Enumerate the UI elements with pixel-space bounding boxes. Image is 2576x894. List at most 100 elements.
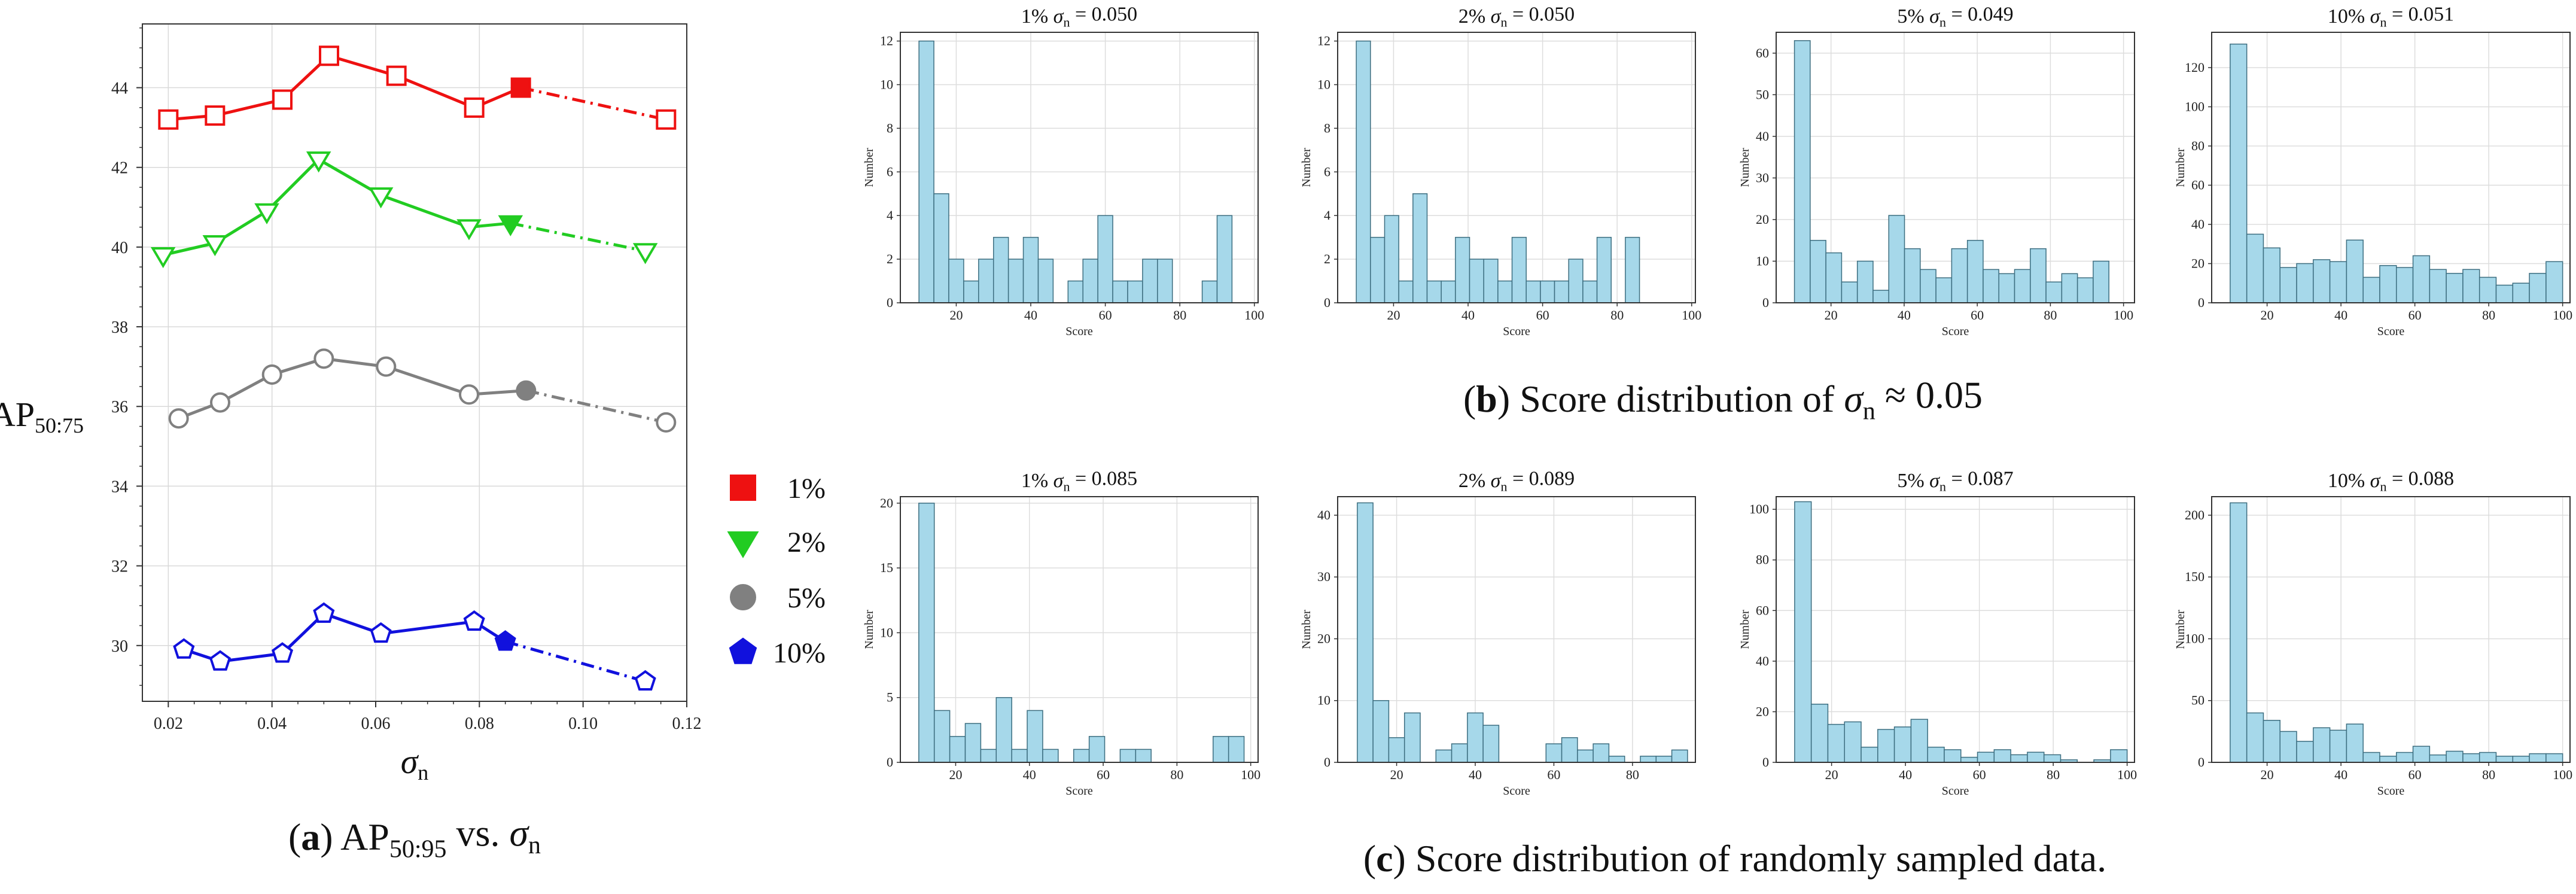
histogram-bar xyxy=(1593,743,1610,763)
histogram-bar xyxy=(963,280,979,303)
histogram-bar xyxy=(2446,273,2464,303)
x-axis-label: Score xyxy=(1942,325,1969,338)
data-point xyxy=(370,622,392,643)
histogram-bar xyxy=(1993,749,2011,763)
histogram-bar xyxy=(1127,280,1143,303)
y-axis-label: Number xyxy=(2174,148,2187,187)
y-tick-label: 42 xyxy=(111,159,128,178)
histogram-bar xyxy=(1467,712,1484,763)
histogram-bar xyxy=(2379,755,2397,763)
histogram-bar xyxy=(1904,248,1921,303)
histogram-bar xyxy=(2279,267,2297,303)
histogram-bar xyxy=(1888,215,1905,303)
histogram-bar xyxy=(1983,269,1999,303)
data-point xyxy=(209,650,232,671)
x-tick-label: 0.08 xyxy=(465,714,494,733)
histogram-bar xyxy=(1455,236,1470,303)
legend-marker-10pct xyxy=(729,637,757,664)
histogram-title: 1% σn = 0.050 xyxy=(1021,3,1137,29)
x-tick-label: 20 xyxy=(1825,767,1838,782)
x-tick-label: 60 xyxy=(1547,767,1560,782)
x-tick-label: 60 xyxy=(1536,308,1549,323)
histogram-bar xyxy=(2313,727,2331,763)
y-tick-label: 50 xyxy=(1756,87,1769,102)
x-tick-label: 40 xyxy=(1461,308,1475,323)
histogram-bar xyxy=(2110,749,2128,763)
x-tick-label: 80 xyxy=(2482,308,2495,323)
data-point xyxy=(158,109,179,130)
y-tick-label: 20 xyxy=(2191,256,2204,270)
data-point-filled xyxy=(510,77,531,98)
histogram-title: 5% σn = 0.049 xyxy=(1897,3,2013,29)
histogram: 20 40 60 80 0 10 20 30 40 Score Number 2% σn = 0.08… xyxy=(1300,467,1696,798)
x-tick-label: 20 xyxy=(2261,767,2274,782)
histogram-bar xyxy=(2396,267,2414,303)
y-tick-label: 20 xyxy=(880,495,893,510)
histogram-bar xyxy=(995,697,1012,763)
histogram-bar xyxy=(2379,265,2397,303)
histogram-bar xyxy=(1482,725,1500,763)
histogram-bar xyxy=(2446,750,2464,763)
histogram-bar xyxy=(1112,280,1128,303)
x-tick-label: 0.04 xyxy=(257,714,287,733)
histogram-bar xyxy=(2313,259,2331,303)
histogram-bar xyxy=(980,749,997,763)
plot-frame xyxy=(2211,32,2571,303)
y-axis-label: Number xyxy=(1300,148,1313,187)
histogram-bar xyxy=(2230,43,2248,303)
histogram-bar xyxy=(1951,248,1968,303)
y-axis-label: Number xyxy=(863,610,876,649)
data-point xyxy=(168,408,189,429)
legend-marker-2pct xyxy=(727,531,759,558)
y-tick-label: 6 xyxy=(887,164,893,179)
y-tick-label: 0 xyxy=(1324,295,1330,310)
histogram-bar xyxy=(2279,731,2297,763)
x-tick-label: 100 xyxy=(2553,308,2572,323)
plot-frame xyxy=(900,32,1259,303)
histogram-bar xyxy=(918,503,935,763)
y-tick-label: 30 xyxy=(1756,170,1769,185)
histogram-bar xyxy=(2396,752,2414,763)
histogram-bar xyxy=(1011,749,1028,763)
x-tick-label: 40 xyxy=(2334,308,2347,323)
x-tick-label: 20 xyxy=(1387,308,1400,323)
plot-frame xyxy=(1337,496,1696,763)
histogram-bar xyxy=(978,259,994,303)
x-axis-label: Score xyxy=(1065,784,1093,798)
y-tick-label: 2 xyxy=(1324,251,1330,266)
y-tick-label: 40 xyxy=(1756,653,1769,668)
y-tick-label: 40 xyxy=(111,239,128,257)
histogram-bar xyxy=(2043,754,2062,763)
legend-label: 10% xyxy=(773,637,826,669)
y-tick-label: 150 xyxy=(2185,569,2204,584)
caption-b: (b) Score distribution of σn ≈ 0.05 xyxy=(1463,373,1983,425)
histogram-bar xyxy=(1810,703,1829,763)
captions: (a) AP50:95 vs. σn (b) Score distribution… xyxy=(288,373,2106,880)
histogram-bar xyxy=(933,193,949,303)
histogram-bar xyxy=(1893,726,1912,763)
data-point xyxy=(254,203,279,224)
x-axis-label: Score xyxy=(1065,325,1093,338)
x-tick-label: 0.02 xyxy=(154,714,183,733)
histogram-bar xyxy=(1372,700,1390,763)
histogram-bar xyxy=(2014,269,2031,303)
histogram-bar xyxy=(2246,233,2264,303)
histogram-bar xyxy=(1027,710,1043,763)
histogram-bar xyxy=(1998,273,2015,303)
histogram-title: 5% σn = 0.087 xyxy=(1897,467,2013,494)
histogram-title: 10% σn = 0.051 xyxy=(2328,3,2454,29)
data-point xyxy=(272,89,293,110)
histogram-bar xyxy=(1388,737,1405,763)
y-tick-label: 0 xyxy=(2198,295,2204,310)
x-axis-label: Score xyxy=(1942,784,1969,798)
y-tick-label: 12 xyxy=(1317,34,1330,48)
x-tick-label: 40 xyxy=(1023,767,1036,782)
y-axis-label: AP50:75 xyxy=(0,395,84,437)
histogram-bar xyxy=(2495,755,2514,763)
x-tick-label: 80 xyxy=(2047,767,2060,782)
histogram-bar xyxy=(2478,752,2497,763)
histogram-bar xyxy=(1356,40,1371,303)
legend-marker-5pct xyxy=(730,584,756,610)
histogram-bar xyxy=(2429,269,2447,303)
